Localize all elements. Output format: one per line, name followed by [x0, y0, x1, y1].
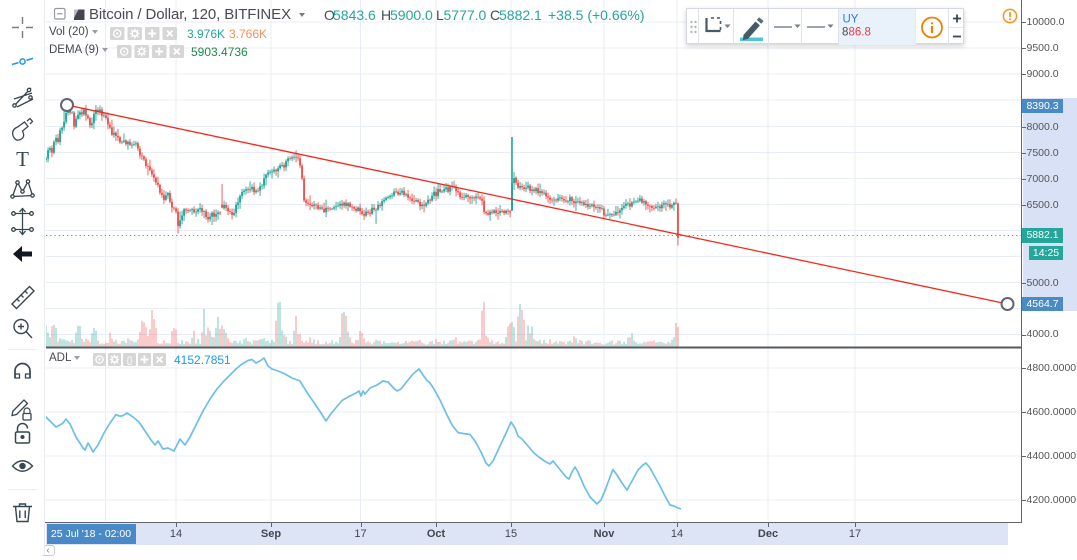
- svg-text:T: T: [16, 147, 29, 171]
- svg-text:86.8: 86.8: [849, 27, 871, 39]
- svg-text:UY: UY: [843, 14, 859, 26]
- svg-text:8: 8: [842, 27, 848, 39]
- svg-text:{}: {}: [126, 355, 132, 366]
